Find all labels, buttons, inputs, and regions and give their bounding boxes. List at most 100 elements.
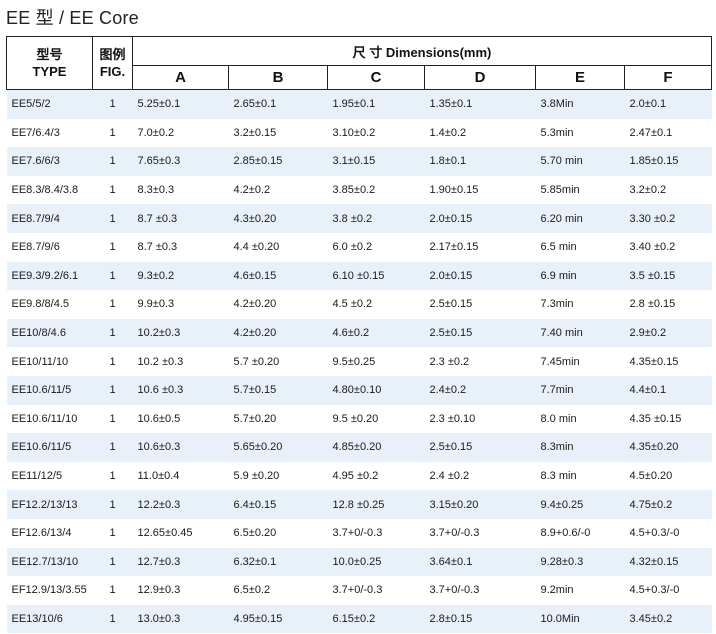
dim-b-cell: 5.7 ±0.20 <box>233 355 280 368</box>
table-row: EF12.9/13/3.55 1 12.9±0.3 6.5±0.2 3.7+0/-0.3… <box>7 576 712 605</box>
dim-f-cell: 4.75±0.2 <box>624 490 712 519</box>
dim-a-cell: 10.2 ±0.3 <box>137 355 184 368</box>
dim-e-cell: 8.3 min <box>540 470 577 483</box>
table-row: EE7/6.4/3 1 7.0±0.2 3.2±0.15 3.10±0.2 1.4±0.2… <box>7 119 712 148</box>
type-cell: EE11/12/5 <box>11 470 63 483</box>
dim-b-cell: 5.7±0.15 <box>228 375 328 405</box>
table-row: EF12.2/13/13 1 12.2±0.3 6.4±0.15 12.8 ±0.25 3… <box>6 490 712 519</box>
fig-cell: 1 <box>109 126 116 139</box>
dim-e-cell: 9.28±0.3 <box>535 547 625 577</box>
dim-f-cell: 4.35±0.20 <box>624 433 712 462</box>
type-cell: EE13/10/6 <box>6 604 93 634</box>
dim-d-cell: 2.17±0.15 <box>429 241 479 254</box>
dim-c-cell: 3.1±0.15 <box>327 147 425 176</box>
fig-cell: 1 <box>109 412 116 425</box>
dim-c-cell: 3.7+0/-0.3 <box>332 527 383 540</box>
fig-cell: 1 <box>92 490 133 519</box>
table-row: EE10.6/11/5 1 10.6 ±0.3 5.7±0.15 4.80±0.10 2.… <box>6 375 712 405</box>
dim-e-cell: 5.70 min <box>535 147 625 176</box>
dim-b-cell: 6.5±0.2 <box>233 584 271 597</box>
fig-cell: 1 <box>92 547 133 577</box>
dim-f-cell: 4.5+0.3/-0 <box>629 584 680 597</box>
table-row: EE5/5/2 1 5.25±0.1 2.65±0.1 1.95±0.1 1.35±0.1… <box>6 89 712 119</box>
dim-f-cell: 4.5+0.3/-0 <box>629 527 680 540</box>
dim-a-cell: 10.6±0.5 <box>137 412 181 425</box>
dim-b-cell: 4.6±0.15 <box>228 261 328 291</box>
fig-cell: 1 <box>92 261 133 291</box>
dim-b-cell: 6.5±0.20 <box>233 527 277 540</box>
dim-f-cell: 3.30 ±0.2 <box>624 204 712 233</box>
fig-header-en: FIG. <box>99 64 126 79</box>
fig-column-header: 图例 FIG. <box>92 36 133 90</box>
table-row: EF12.6/13/4 1 12.65±0.45 6.5±0.20 3.7+0/-0.3… <box>7 519 712 548</box>
dim-f-cell: 3.5 ±0.15 <box>624 261 712 291</box>
dim-c-cell: 3.8 ±0.2 <box>327 204 425 233</box>
type-column-header: 型号 TYPE <box>6 36 93 90</box>
dim-f-cell: 3.40 ±0.2 <box>629 241 676 254</box>
dim-f-cell: 4.5±0.20 <box>629 470 673 483</box>
dim-d-cell: 2.5±0.15 <box>424 433 536 462</box>
dim-a-cell: 7.0±0.2 <box>137 126 175 139</box>
dim-f-cell: 3.45±0.2 <box>624 604 712 634</box>
dim-f-cell: 2.8 ±0.15 <box>629 298 676 311</box>
dim-c-cell: 12.8 ±0.25 <box>327 490 425 519</box>
column-header-d: D <box>424 65 536 90</box>
dim-f-cell: 2.0±0.1 <box>624 89 712 119</box>
type-cell: EE12.7/13/10 <box>6 547 93 577</box>
dim-a-cell: 11.0±0.4 <box>137 470 180 483</box>
dim-f-cell: 2.47±0.1 <box>629 126 673 139</box>
dim-b-cell: 5.7±0.20 <box>233 412 277 425</box>
dim-b-cell: 5.65±0.20 <box>228 433 328 462</box>
type-header-en: TYPE <box>32 64 67 79</box>
table-row: EE10.6/11/5 1 10.6±0.3 5.65±0.20 4.85±0.20 2.… <box>6 433 712 462</box>
dim-e-cell: 5.3min <box>540 126 574 139</box>
fig-header-cn: 图例 <box>99 47 126 62</box>
dim-c-cell: 9.5±0.25 <box>332 355 376 368</box>
dim-d-cell: 2.5±0.15 <box>429 298 473 311</box>
dim-c-cell: 10.0±0.25 <box>327 547 425 577</box>
fig-cell: 1 <box>109 584 116 597</box>
dim-e-cell: 9.4±0.25 <box>535 490 625 519</box>
dim-b-cell: 5.9 ±0.20 <box>233 470 280 483</box>
fig-cell: 1 <box>92 318 133 348</box>
dim-d-cell: 2.5±0.15 <box>424 318 536 348</box>
dim-a-cell: 10.2±0.3 <box>132 318 229 348</box>
dim-b-cell: 4.2±0.2 <box>233 184 271 197</box>
column-header-e: E <box>535 65 625 90</box>
dim-c-cell: 1.95±0.1 <box>327 89 425 119</box>
type-cell: EF12.6/13/4 <box>11 527 72 540</box>
dim-b-cell: 6.4±0.15 <box>228 490 328 519</box>
dim-c-cell: 6.0 ±0.2 <box>332 241 373 254</box>
type-cell: EE10.6/11/5 <box>6 433 93 462</box>
dim-c-cell: 3.85±0.2 <box>332 184 376 197</box>
dim-d-cell: 1.35±0.1 <box>424 89 536 119</box>
dim-a-cell: 8.3±0.3 <box>137 184 175 197</box>
type-cell: EF12.2/13/13 <box>6 490 93 519</box>
dim-e-cell: 7.7min <box>535 375 625 405</box>
fig-cell: 1 <box>109 527 116 540</box>
fig-cell: 1 <box>92 604 133 634</box>
table-row: EE9.8/8/4.5 1 9.9±0.3 4.2±0.20 4.5 ±0.2 2.5±0… <box>7 290 712 319</box>
fig-cell: 1 <box>109 470 116 483</box>
dim-d-cell: 3.7+0/-0.3 <box>429 584 480 597</box>
dim-c-cell: 3.10±0.2 <box>332 126 376 139</box>
table-row: EE10/11/10 1 10.2 ±0.3 5.7 ±0.20 9.5±0.25 2.3… <box>7 347 712 376</box>
dim-a-cell: 9.9±0.3 <box>137 298 175 311</box>
dim-a-cell: 5.25±0.1 <box>132 89 229 119</box>
type-cell: EE10/11/10 <box>11 355 69 368</box>
type-cell: EE7.6/6/3 <box>6 147 93 176</box>
table-row: EE13/10/6 1 13.0±0.3 4.95±0.15 6.15±0.2 2.8±0… <box>6 604 712 634</box>
dim-d-cell: 1.4±0.2 <box>429 126 467 139</box>
dim-a-cell: 12.65±0.45 <box>137 527 193 540</box>
dim-b-cell: 2.85±0.15 <box>228 147 328 176</box>
table-row: EE8.7/9/4 1 8.7 ±0.3 4.3±0.20 3.8 ±0.2 2.0±0.… <box>6 204 712 233</box>
type-cell: EE8.7/9/6 <box>11 241 60 254</box>
type-cell: EE10.6/11/5 <box>6 375 93 405</box>
dim-d-cell: 3.15±0.20 <box>424 490 536 519</box>
dim-e-cell: 7.3min <box>540 298 574 311</box>
fig-cell: 1 <box>92 89 133 119</box>
table-row: EE8.7/9/6 1 8.7 ±0.3 4.4 ±0.20 6.0 ±0.2 2.17±… <box>7 233 712 262</box>
dim-e-cell: 6.9 min <box>535 261 625 291</box>
dim-a-cell: 12.9±0.3 <box>137 584 181 597</box>
